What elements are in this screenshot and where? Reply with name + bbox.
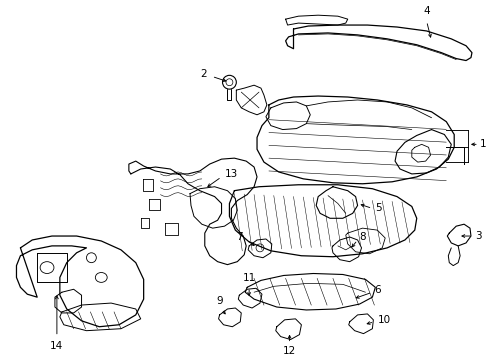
Text: 12: 12 — [283, 346, 296, 356]
Text: 4: 4 — [423, 6, 429, 16]
Text: 6: 6 — [374, 285, 380, 295]
Text: 2: 2 — [200, 69, 206, 79]
Text: 11: 11 — [242, 273, 255, 283]
Text: 14: 14 — [50, 341, 63, 351]
Text: 1: 1 — [479, 139, 486, 149]
Text: 10: 10 — [377, 315, 389, 325]
Text: 8: 8 — [359, 232, 366, 242]
Text: 5: 5 — [375, 203, 381, 213]
Text: 13: 13 — [224, 169, 237, 179]
Text: 9: 9 — [216, 296, 223, 306]
Text: 7: 7 — [236, 232, 243, 242]
Text: 3: 3 — [474, 231, 481, 241]
